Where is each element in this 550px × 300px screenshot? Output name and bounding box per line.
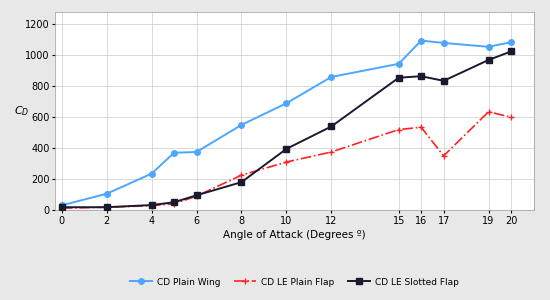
- CD Plain Wing: [58, 204, 65, 207]
- Line: CD Plain Wing: CD Plain Wing: [59, 38, 514, 208]
- X-axis label: Angle of Attack (Degrees º): Angle of Attack (Degrees º): [223, 230, 366, 240]
- CD LE Plain Flap: [193, 194, 200, 198]
- CD Plain Wing: [283, 101, 290, 105]
- CD LE Plain Flap: [441, 154, 447, 158]
- CD Plain Wing: [418, 39, 425, 42]
- CD LE Slotted Flap: [58, 206, 65, 209]
- CD Plain Wing: [238, 123, 245, 127]
- CD LE Slotted Flap: [508, 50, 514, 53]
- CD LE Slotted Flap: [148, 203, 155, 207]
- Line: CD LE Slotted Flap: CD LE Slotted Flap: [59, 49, 514, 210]
- CD LE Slotted Flap: [238, 180, 245, 184]
- CD LE Plain Flap: [238, 173, 245, 177]
- CD LE Plain Flap: [485, 110, 492, 114]
- CD LE Slotted Flap: [395, 76, 402, 80]
- CD Plain Wing: [395, 62, 402, 66]
- CD Plain Wing: [328, 75, 334, 79]
- CD LE Plain Flap: [283, 160, 290, 164]
- CD LE Plain Flap: [418, 125, 425, 129]
- CD Plain Wing: [508, 40, 514, 44]
- CD Plain Wing: [148, 172, 155, 175]
- CD LE Slotted Flap: [485, 58, 492, 62]
- CD LE Plain Flap: [170, 202, 177, 206]
- CD LE Plain Flap: [395, 128, 402, 131]
- Y-axis label: $C_D$: $C_D$: [14, 104, 29, 118]
- CD LE Plain Flap: [148, 204, 155, 208]
- CD LE Slotted Flap: [283, 147, 290, 151]
- CD LE Plain Flap: [508, 116, 514, 119]
- CD LE Plain Flap: [58, 206, 65, 210]
- Line: CD LE Plain Flap: CD LE Plain Flap: [58, 108, 514, 212]
- CD LE Slotted Flap: [328, 125, 334, 128]
- CD Plain Wing: [485, 45, 492, 49]
- CD LE Slotted Flap: [103, 206, 110, 209]
- CD LE Slotted Flap: [418, 74, 425, 78]
- CD Plain Wing: [103, 192, 110, 196]
- CD Plain Wing: [170, 151, 177, 154]
- CD LE Slotted Flap: [170, 200, 177, 204]
- CD Plain Wing: [193, 150, 200, 154]
- CD LE Plain Flap: [103, 206, 110, 209]
- CD LE Slotted Flap: [441, 79, 447, 83]
- Legend: CD Plain Wing, CD LE Plain Flap, CD LE Slotted Flap: CD Plain Wing, CD LE Plain Flap, CD LE S…: [126, 274, 463, 290]
- CD LE Plain Flap: [328, 150, 334, 154]
- CD Plain Wing: [441, 41, 447, 45]
- CD LE Slotted Flap: [193, 194, 200, 197]
